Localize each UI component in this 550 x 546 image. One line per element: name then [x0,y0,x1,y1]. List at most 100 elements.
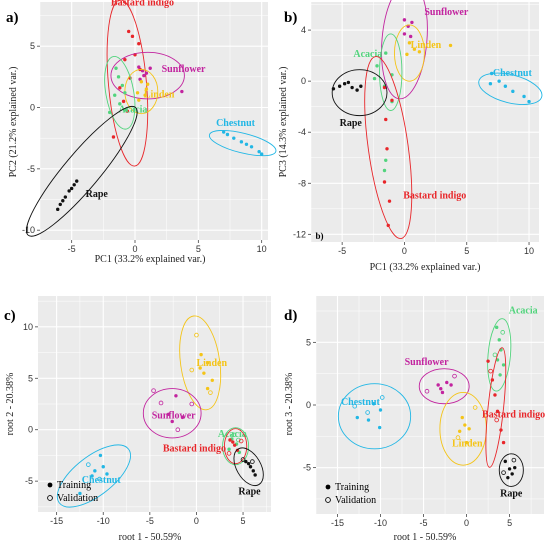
group-label: Chestnut [493,68,533,79]
data-point [402,18,407,22]
data-point [460,415,464,420]
data-point [98,453,103,458]
validation-point [189,367,195,373]
validation-point [488,368,493,374]
data-point [202,371,206,375]
data-point [145,82,150,86]
data-point [355,88,359,92]
data-point [489,71,494,76]
group-label: Bastard indigo [403,191,466,202]
group-label: Rape [238,487,261,498]
data-point [412,47,417,51]
validation-point [238,438,244,444]
data-point [231,440,235,444]
group-label: Rape [86,189,109,200]
data-point [493,393,497,397]
data-point [382,168,387,173]
validation-point [175,427,181,433]
x-tick-label: -10 [374,518,387,528]
data-point [495,409,500,413]
group-label: Acacia [218,429,247,440]
series-chestnut: Chestnut [478,68,543,105]
y-tick-label: -4 [298,127,306,137]
series-bastard-indigo: Bastard indigo [482,347,545,468]
group-label: Acacia [509,306,538,317]
legend-entry: Validation [335,495,376,506]
data-point [116,75,121,79]
confidence-ellipse [222,427,250,466]
data-point [350,85,354,90]
confidence-ellipse [106,0,149,167]
data-point [445,380,449,385]
data-point [503,84,508,88]
validation-point [151,388,156,393]
group-label: Acacia [119,104,148,115]
y-tick-label: 5 [306,337,311,347]
validation-point [231,432,237,438]
data-point [123,91,127,95]
panel-letter: c) [4,308,16,324]
y-tick-label: 5 [28,373,33,383]
validation-point [511,457,517,463]
confidence-ellipse [418,368,470,405]
validation-point [424,388,430,394]
data-point [522,94,526,99]
data-point [501,363,506,367]
data-point [440,390,445,395]
data-point [148,66,152,70]
data-point [61,199,65,203]
data-point [408,34,413,39]
data-point [497,79,501,83]
x-tick-label: -10 [97,516,110,526]
data-point [498,373,502,377]
y-tick-label: 10 [23,322,33,332]
legend: Training Validation [47,480,98,504]
validation-point [501,470,506,475]
legend-marker-validation [325,497,331,503]
confidence-ellipse [142,388,202,439]
data-point [510,472,514,476]
validation-point [472,405,478,410]
data-point [259,152,264,156]
x-tick-label: 5 [464,246,469,256]
data-point [337,84,342,88]
group-label: Linden [144,90,175,101]
validation-point [379,395,385,400]
data-point [410,20,414,25]
series-chestnut: Chestnut [56,444,131,508]
y-axis-label: root 3 - 20.38% [284,373,295,436]
data-point [346,80,351,85]
plot-background [311,2,539,242]
data-point [251,469,255,473]
data-point [448,43,453,48]
validation-point [97,476,102,482]
data-point [506,475,510,480]
data-point [118,86,122,90]
group-label: Acacia [353,49,382,60]
confidence-ellipse [337,383,412,450]
legend-marker-validation [47,495,53,501]
data-point [331,87,336,91]
x-tick-label: 0 [132,244,137,254]
series-rape: Rape [26,105,138,237]
confidence-ellipse [498,453,524,487]
data-point [501,440,506,445]
data-point [386,223,390,228]
data-point [144,87,149,91]
data-point [503,459,507,464]
x-tick-label: 0 [464,518,469,528]
group-label: Rape [500,488,523,499]
data-point [90,474,94,478]
data-point [384,117,388,122]
group-label: Linden [411,40,442,51]
legend-entry: Training [57,480,91,491]
data-point [121,99,126,104]
data-point [225,132,230,137]
data-point [180,89,184,94]
confidence-ellipse [364,56,413,240]
confidence-ellipse [233,447,264,487]
panel-a: -5 0 5 10 5 0 -5 -10 PC1 (33.2% explained var.) P… [6,0,277,265]
data-point [126,29,131,34]
series-bastard-indigo: Bastard indigo [364,56,466,240]
series-sunflower: Sunflower [381,0,469,100]
